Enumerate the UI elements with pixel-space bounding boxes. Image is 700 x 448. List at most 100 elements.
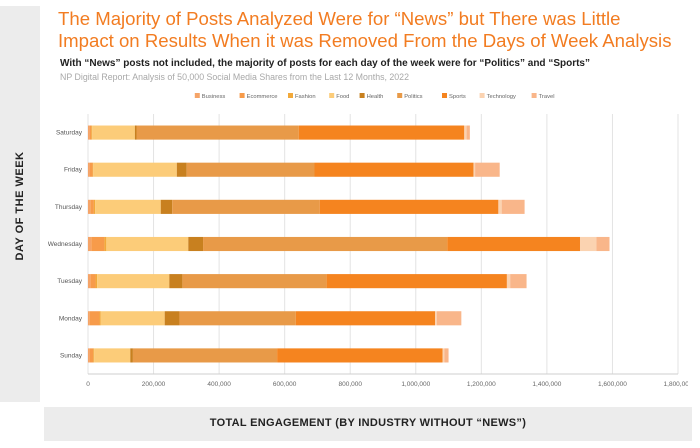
x-tick-label: 400,000 (207, 381, 231, 388)
bar-segment (169, 274, 183, 289)
y-tick-label: Thursday (55, 204, 83, 211)
bar-segment (134, 125, 137, 140)
x-tick-label: 800,000 (338, 381, 362, 388)
legend-swatch (442, 93, 447, 98)
bar-segment (89, 162, 93, 177)
bar-segment (90, 199, 94, 214)
bar-segment (136, 125, 299, 140)
bar-chart: 0 200,000 400,000 600,000 800,000 1,000,000 1,… (48, 93, 688, 388)
bar-segment (510, 274, 527, 289)
legend-swatch (397, 93, 403, 98)
x-axis-title-panel: TOTAL ENGAGEMENT (BY INDUSTRY WITHOUT “N… (44, 407, 692, 441)
legend-swatch (288, 93, 293, 98)
bar-segment (130, 348, 133, 363)
bar-segment (447, 236, 580, 252)
bar-segment (314, 162, 474, 177)
bar-segment (172, 199, 320, 214)
bar-segment (203, 236, 448, 252)
bar-segment (475, 162, 500, 177)
bar-segment (104, 236, 107, 252)
bar-segment (99, 311, 101, 326)
x-tick-label: 1,600,000 (598, 381, 627, 388)
bar-segment (88, 125, 90, 140)
bar-segment (179, 311, 296, 326)
x-tick-label: 1,200,000 (467, 381, 496, 388)
legend-label: Technology (487, 94, 516, 100)
bar-segment (94, 348, 131, 363)
legend-swatch (531, 93, 537, 98)
chart-title: The Majority of Posts Analyzed Were for … (58, 8, 698, 52)
legend-label: Politics (404, 94, 422, 100)
bar-segment (182, 274, 327, 289)
bar-segment (298, 125, 465, 140)
bar-segment (90, 274, 96, 289)
y-tick-label: Wednesday (48, 241, 83, 248)
bar-segment (88, 311, 90, 326)
bar-segment (95, 274, 98, 289)
bar-segment (501, 199, 525, 214)
bar-segment (93, 199, 96, 214)
bar-segment (435, 311, 437, 326)
y-tick-label: Friday (64, 167, 83, 174)
x-axis-title: TOTAL ENGAGEMENT (BY INDUSTRY WITHOUT “N… (209, 417, 527, 429)
bar-segment (436, 311, 462, 326)
y-axis-title: DAY OF THE WEEK (14, 151, 26, 261)
bar-segment (97, 274, 170, 289)
bar-segment (498, 199, 502, 214)
bar-segment (93, 162, 177, 177)
bar-segment (89, 125, 92, 140)
bar-segment (164, 311, 180, 326)
bar-segment (319, 199, 499, 214)
bar-segment (186, 162, 315, 177)
bar-segment (100, 311, 165, 326)
bar-segment (88, 348, 90, 363)
chart-title-line: Impact on Results When it was Removed Fr… (58, 30, 672, 51)
legend-label: Sports (449, 94, 466, 100)
chart-source: NP Digital Report: Analysis of 50,000 So… (60, 72, 409, 82)
legend-label: Health (367, 94, 384, 100)
bar-segment (579, 236, 597, 252)
bar-segment (596, 236, 610, 252)
bar-segment (160, 199, 173, 214)
bar-segment (466, 125, 470, 140)
x-tick-label: 600,000 (273, 381, 297, 388)
bar-segment (92, 162, 94, 177)
bar-segment (188, 236, 204, 252)
bar-segment (176, 162, 187, 177)
x-tick-label: 1,800,000 (664, 381, 688, 388)
x-tick-label: 0 (86, 381, 90, 388)
chart-title-line: The Majority of Posts Analyzed Were for … (58, 8, 621, 29)
legend-label: Business (202, 94, 226, 100)
bar-segment (88, 236, 92, 252)
bar-segment (506, 274, 511, 289)
x-tick-label: 1,000,000 (401, 381, 430, 388)
y-tick-label: Monday (59, 315, 83, 322)
bar-segment (473, 162, 476, 177)
x-tick-label: 1,400,000 (532, 381, 561, 388)
bar-segment (88, 162, 90, 177)
bar-segment (89, 348, 94, 363)
bar-segment (444, 348, 449, 363)
legend-swatch (359, 93, 365, 98)
bar-segment (295, 311, 436, 326)
legend-swatch (329, 93, 335, 98)
bar-segment (91, 125, 93, 140)
bar-segment (95, 199, 161, 214)
x-tick-label: 200,000 (142, 381, 166, 388)
legend-label: Ecommerce (247, 94, 278, 100)
bar-segment (92, 125, 135, 140)
bar-segment (89, 311, 100, 326)
legend-label: Travel (539, 94, 555, 100)
bar-segment (88, 274, 91, 289)
bar-segment (88, 199, 91, 214)
y-tick-label: Saturday (56, 130, 83, 137)
bar-segment (132, 348, 278, 363)
y-axis-title-panel: DAY OF THE WEEK (0, 6, 40, 402)
legend-swatch (479, 93, 485, 98)
bar-segment (93, 348, 95, 363)
chart-subtitle: With “News” posts not included, the majo… (60, 58, 590, 69)
bar-segment (464, 125, 467, 140)
bar-segment (442, 348, 445, 363)
bar-segment (91, 236, 105, 252)
legend-swatch (239, 93, 245, 98)
